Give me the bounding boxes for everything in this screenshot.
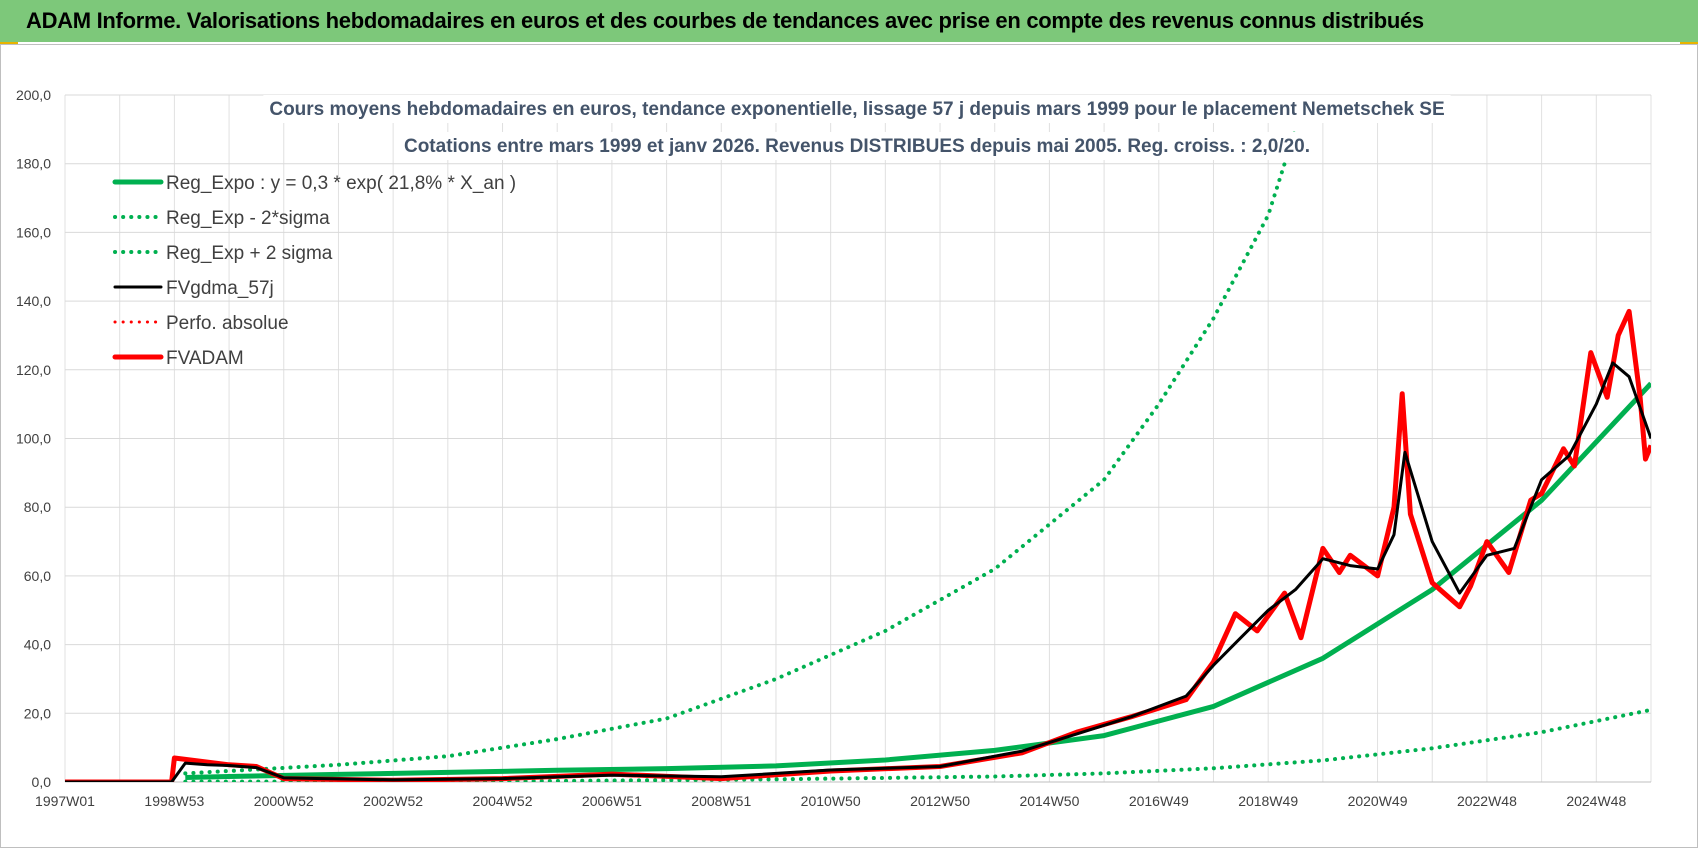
- legend-label: FVgdma_57j: [166, 278, 274, 299]
- x-tick-label: 2016W49: [1129, 793, 1189, 809]
- report-header: ADAM Informe. Valorisations hebdomadaire…: [0, 0, 1698, 42]
- x-tick-label: 2012W50: [910, 793, 970, 809]
- x-axis-ticks: 1997W01 1998W53 2000W52 2002W52 2004W52 2006W…: [35, 793, 1626, 809]
- chart-subtitle: Cours moyens hebdomadaires en euros, ten…: [263, 95, 1451, 160]
- price-chart: 0,0 20,0 40,0 60,0 80,0 100,0 120,0 140,0 160,0 1…: [16, 87, 1652, 809]
- legend-label: Reg_Expo : y = 0,3 * exp( 21,8% * X_an ): [166, 173, 516, 194]
- chart-subtitle-line: Cotations entre mars 1999 et janv 2026. …: [404, 136, 1310, 157]
- y-tick-label: 20,0: [24, 705, 51, 721]
- series-line-5: [65, 308, 1651, 782]
- y-tick-label: 120,0: [16, 362, 51, 378]
- legend-label: Reg_Exp + 2 sigma: [166, 243, 333, 264]
- y-tick-label: 80,0: [24, 499, 51, 515]
- x-tick-label: 2006W51: [582, 793, 642, 809]
- x-tick-label: 2018W49: [1238, 793, 1298, 809]
- y-tick-label: 60,0: [24, 568, 51, 584]
- x-tick-label: 2002W52: [363, 793, 423, 809]
- chart-area: 0,0 20,0 40,0 60,0 80,0 100,0 120,0 140,0 160,0 1…: [0, 44, 1698, 848]
- x-tick-label: 2024W48: [1566, 793, 1626, 809]
- legend-label: Perfo. absolue: [166, 313, 289, 334]
- x-tick-label: 2022W48: [1457, 793, 1517, 809]
- series-line-2: [183, 127, 1298, 776]
- chart-legend: Reg_Expo : y = 0,3 * exp( 21,8% * X_an )…: [112, 173, 516, 369]
- x-tick-label: 1997W01: [35, 793, 95, 809]
- series-lines: [65, 127, 1651, 782]
- x-tick-label: 2020W49: [1348, 793, 1408, 809]
- report-title: ADAM Informe. Valorisations hebdomadaire…: [26, 8, 1424, 33]
- y-tick-label: 140,0: [16, 293, 51, 309]
- y-tick-label: 180,0: [16, 156, 51, 172]
- x-tick-label: 1998W53: [144, 793, 204, 809]
- y-tick-label: 160,0: [16, 224, 51, 240]
- legend-label: Reg_Exp - 2*sigma: [166, 208, 330, 229]
- x-tick-label: 2004W52: [473, 793, 533, 809]
- subtitle-background: [397, 132, 1317, 160]
- series-line-0: [185, 381, 1651, 780]
- x-tick-label: 2014W50: [1019, 793, 1079, 809]
- x-tick-label: 2010W50: [801, 793, 861, 809]
- chart-subtitle-line: Cours moyens hebdomadaires en euros, ten…: [269, 99, 1444, 120]
- y-tick-label: 0,0: [32, 774, 52, 790]
- series-line-3: [65, 361, 1651, 782]
- y-tick-label: 200,0: [16, 87, 51, 103]
- x-tick-label: 2008W51: [691, 793, 751, 809]
- grid-lines: [64, 94, 1652, 783]
- series-line-4: [65, 309, 1651, 782]
- subtitle-background: [263, 95, 1451, 123]
- y-axis-ticks: 0,0 20,0 40,0 60,0 80,0 100,0 120,0 140,0 160,0 1…: [16, 87, 51, 790]
- y-tick-label: 100,0: [16, 431, 51, 447]
- y-tick-label: 40,0: [24, 637, 51, 653]
- x-tick-label: 2000W52: [254, 793, 314, 809]
- legend-label: FVADAM: [166, 348, 244, 369]
